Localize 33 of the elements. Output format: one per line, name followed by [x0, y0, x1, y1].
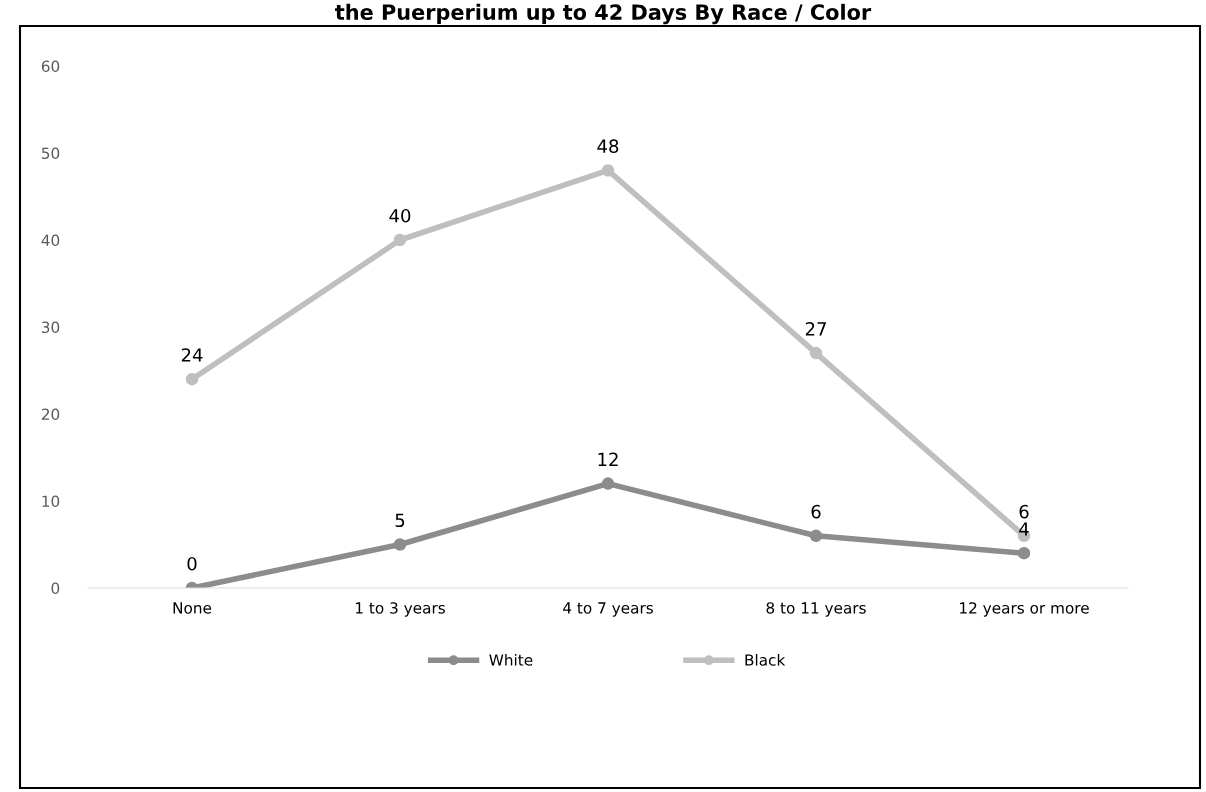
x-tick-label: 4 to 7 years: [563, 602, 653, 617]
point: [809, 346, 823, 360]
data-label: 6: [811, 504, 821, 519]
point: [1017, 546, 1031, 560]
point: [601, 164, 615, 177]
data-label: 6: [1019, 504, 1029, 519]
y-tick-label: 10: [42, 495, 60, 508]
legend-label: White: [489, 653, 533, 666]
y-tick-label: 60: [41, 60, 60, 73]
data-label: 5: [395, 513, 405, 528]
y-tick-label: 40: [41, 234, 60, 247]
y-tick-label: 0: [51, 582, 60, 595]
data-label: 0: [187, 556, 197, 571]
point: [809, 529, 823, 543]
point: [601, 477, 615, 490]
point: [185, 372, 199, 386]
point: [393, 233, 407, 247]
data-label: 40: [389, 208, 411, 223]
data-label: 27: [805, 322, 826, 336]
legend-label: Black: [745, 653, 786, 666]
x-tick-label: None: [173, 602, 212, 614]
data-label: 48: [597, 139, 619, 154]
x-tick-label: 8 to 11 years: [766, 602, 866, 617]
data-label: 12: [598, 452, 618, 466]
x-tick-label: 12 years or more: [960, 602, 1089, 617]
y-tick-label: 20: [41, 408, 60, 421]
data-label: 24: [181, 348, 203, 362]
chart-title: the Puerperium up to 42 Days By Race / Color: [335, 3, 872, 25]
x-tick-label: 1 to 3 years: [355, 602, 445, 617]
data-label: 4: [1019, 522, 1029, 536]
y-tick-label: 50: [41, 147, 60, 160]
point: [393, 538, 407, 551]
y-tick-label: 30: [41, 321, 60, 334]
